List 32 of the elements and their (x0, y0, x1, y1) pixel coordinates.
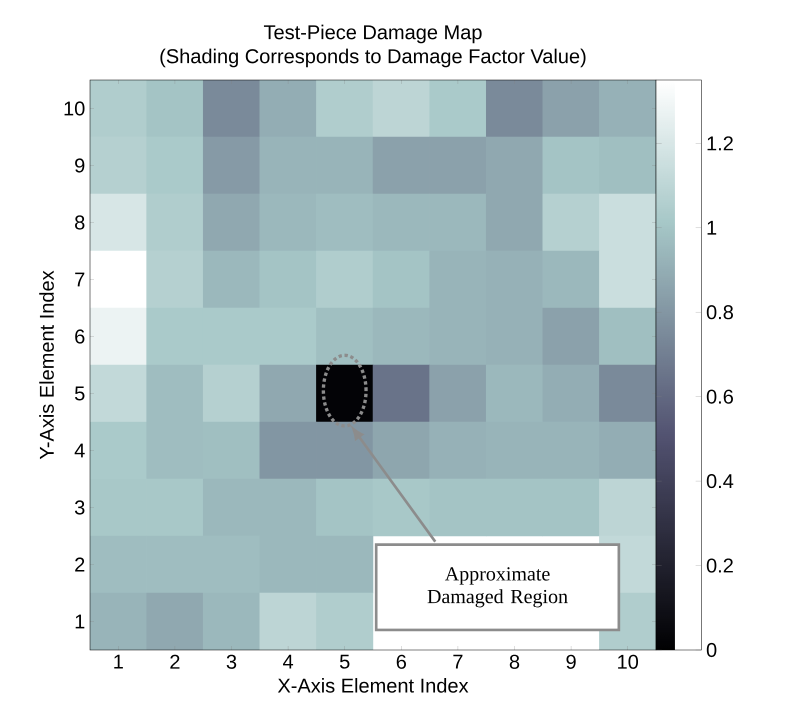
color-bar-label: 0 (706, 643, 716, 658)
y-tick-label: 5 (74, 386, 84, 401)
color-bar-label: 1 (708, 221, 716, 235)
color-bar-label: 1.2 (708, 136, 733, 150)
chart-subtitle: (Shading Corresponds to Damage Factor Value) (160, 48, 586, 68)
x-tick-label: 3 (226, 654, 236, 670)
x-tick-label: 6 (396, 654, 406, 670)
y-tick-label: 4 (74, 444, 85, 458)
y-tick-label: 3 (74, 500, 84, 515)
color-bar-label: 0.4 (706, 474, 734, 488)
y-tick-label: 1 (76, 614, 84, 629)
color-bar-label: 0.6 (706, 390, 733, 404)
x-tick-label: 8 (510, 654, 520, 670)
color-bar-label: 0.2 (706, 558, 733, 573)
y-tick-label: 10 (64, 102, 84, 116)
x-tick-label: 9 (566, 654, 576, 670)
x-tick-label: 5 (340, 654, 350, 669)
x-tick-label: 1 (114, 654, 123, 669)
y-tick-label: 6 (75, 330, 84, 344)
y-axis-title: Y-Axis Element Index (39, 270, 54, 460)
y-tick-label: 7 (75, 272, 84, 287)
color-bar-label: 0.8 (706, 305, 733, 320)
y-tick-label: 8 (75, 216, 84, 230)
x-axis-title: X-Axis Element Index (278, 678, 468, 693)
y-tick-label: 2 (75, 558, 84, 572)
chart-title: Test-Piece Damage Map (264, 24, 482, 44)
x-tick-label: 4 (283, 654, 294, 669)
x-tick-label: 2 (170, 654, 180, 669)
annotation: Approximate Damaged Region (428, 567, 568, 608)
x-tick-label: 7 (453, 654, 462, 669)
y-tick-label: 9 (75, 158, 84, 173)
x-tick-label: 10 (618, 654, 638, 670)
